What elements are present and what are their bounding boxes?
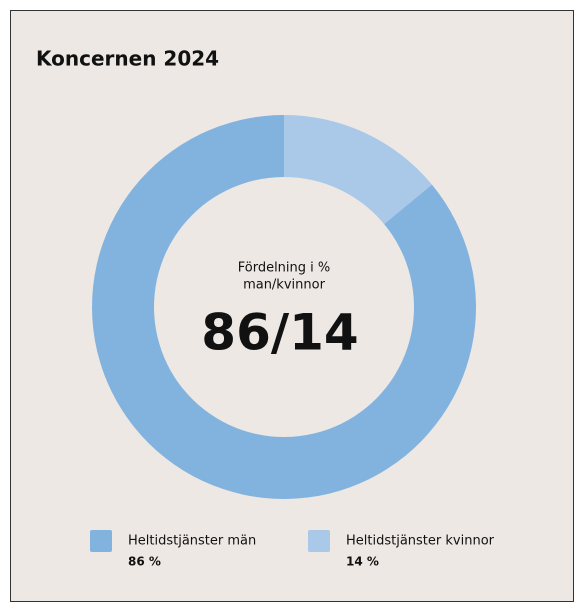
donut-segment	[284, 115, 432, 225]
chart-title: Koncernen 2024	[36, 47, 219, 71]
center-label: Fördelning i %	[238, 261, 331, 276]
legend-label: Heltidstjänster män	[128, 534, 256, 549]
donut	[92, 115, 476, 499]
center-value: 86/14	[201, 304, 358, 362]
legend-swatch	[90, 530, 112, 552]
legend-value: 14 %	[346, 555, 379, 569]
legend: Heltidstjänster män 86 % Heltidstjänster k…	[90, 530, 495, 569]
legend-swatch	[308, 530, 330, 552]
center-label: man/kvinnor	[243, 278, 326, 293]
legend-value: 86 %	[128, 555, 161, 569]
donut-segment	[92, 115, 476, 499]
legend-label: Heltidstjänster kvinnor	[346, 534, 495, 549]
